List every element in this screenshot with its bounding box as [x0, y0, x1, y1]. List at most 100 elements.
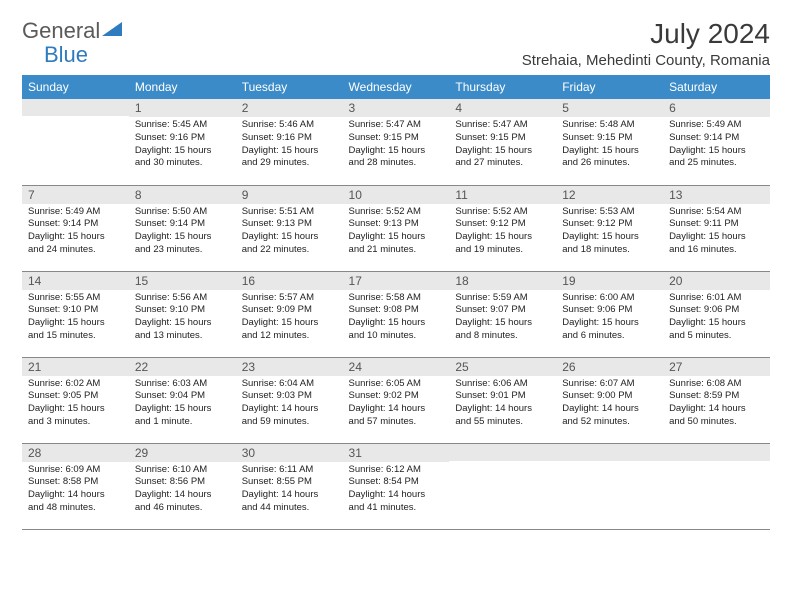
day-number: 3: [343, 99, 450, 117]
weekday-header-row: Sunday Monday Tuesday Wednesday Thursday…: [22, 75, 770, 99]
sunrise-text: Sunrise: 6:11 AM: [242, 464, 337, 477]
day-details: Sunrise: 6:11 AMSunset: 8:55 PMDaylight:…: [236, 462, 343, 519]
day-number: 7: [22, 186, 129, 204]
calendar-day-cell: 19Sunrise: 6:00 AMSunset: 9:06 PMDayligh…: [556, 271, 663, 357]
day-details: Sunrise: 5:52 AMSunset: 9:12 PMDaylight:…: [449, 204, 556, 261]
sunrise-text: Sunrise: 5:52 AM: [455, 206, 550, 219]
daylight-text: Daylight: 15 hours and 30 minutes.: [135, 145, 230, 171]
daylight-text: Daylight: 14 hours and 55 minutes.: [455, 403, 550, 429]
day-details: Sunrise: 5:52 AMSunset: 9:13 PMDaylight:…: [343, 204, 450, 261]
sunrise-text: Sunrise: 5:55 AM: [28, 292, 123, 305]
calendar-day-cell: 2Sunrise: 5:46 AMSunset: 9:16 PMDaylight…: [236, 99, 343, 185]
sunrise-text: Sunrise: 6:10 AM: [135, 464, 230, 477]
calendar-day-cell: 27Sunrise: 6:08 AMSunset: 8:59 PMDayligh…: [663, 357, 770, 443]
day-number: 6: [663, 99, 770, 117]
sunrise-text: Sunrise: 5:45 AM: [135, 119, 230, 132]
daylight-text: Daylight: 15 hours and 8 minutes.: [455, 317, 550, 343]
calendar-day-cell: 22Sunrise: 6:03 AMSunset: 9:04 PMDayligh…: [129, 357, 236, 443]
day-details: Sunrise: 5:47 AMSunset: 9:15 PMDaylight:…: [449, 117, 556, 174]
calendar-day-cell: [22, 99, 129, 185]
day-number: 17: [343, 272, 450, 290]
day-details: Sunrise: 5:51 AMSunset: 9:13 PMDaylight:…: [236, 204, 343, 261]
daylight-text: Daylight: 15 hours and 19 minutes.: [455, 231, 550, 257]
daylight-text: Daylight: 15 hours and 5 minutes.: [669, 317, 764, 343]
day-details: Sunrise: 5:54 AMSunset: 9:11 PMDaylight:…: [663, 204, 770, 261]
calendar-week-row: 7Sunrise: 5:49 AMSunset: 9:14 PMDaylight…: [22, 185, 770, 271]
location-subtitle: Strehaia, Mehedinti County, Romania: [522, 52, 770, 69]
calendar-day-cell: [663, 443, 770, 529]
day-details: Sunrise: 6:04 AMSunset: 9:03 PMDaylight:…: [236, 376, 343, 433]
empty-day: [556, 444, 663, 461]
daylight-text: Daylight: 15 hours and 23 minutes.: [135, 231, 230, 257]
sunset-text: Sunset: 9:05 PM: [28, 390, 123, 403]
sunset-text: Sunset: 9:10 PM: [28, 304, 123, 317]
calendar-day-cell: 30Sunrise: 6:11 AMSunset: 8:55 PMDayligh…: [236, 443, 343, 529]
day-number: 9: [236, 186, 343, 204]
sunset-text: Sunset: 9:16 PM: [135, 132, 230, 145]
daylight-text: Daylight: 15 hours and 22 minutes.: [242, 231, 337, 257]
sunset-text: Sunset: 9:10 PM: [135, 304, 230, 317]
day-details: Sunrise: 6:06 AMSunset: 9:01 PMDaylight:…: [449, 376, 556, 433]
day-number: 16: [236, 272, 343, 290]
daylight-text: Daylight: 15 hours and 21 minutes.: [349, 231, 444, 257]
daylight-text: Daylight: 14 hours and 59 minutes.: [242, 403, 337, 429]
calendar-day-cell: 6Sunrise: 5:49 AMSunset: 9:14 PMDaylight…: [663, 99, 770, 185]
day-number: 28: [22, 444, 129, 462]
calendar-day-cell: 24Sunrise: 6:05 AMSunset: 9:02 PMDayligh…: [343, 357, 450, 443]
calendar-week-row: 28Sunrise: 6:09 AMSunset: 8:58 PMDayligh…: [22, 443, 770, 529]
sunset-text: Sunset: 9:14 PM: [669, 132, 764, 145]
calendar-day-cell: 5Sunrise: 5:48 AMSunset: 9:15 PMDaylight…: [556, 99, 663, 185]
day-number: 25: [449, 358, 556, 376]
sunset-text: Sunset: 9:09 PM: [242, 304, 337, 317]
sunset-text: Sunset: 9:15 PM: [562, 132, 657, 145]
empty-day: [22, 99, 129, 116]
weekday-header: Sunday: [22, 75, 129, 99]
daylight-text: Daylight: 15 hours and 1 minute.: [135, 403, 230, 429]
sunrise-text: Sunrise: 6:05 AM: [349, 378, 444, 391]
sunset-text: Sunset: 9:01 PM: [455, 390, 550, 403]
calendar-day-cell: 1Sunrise: 5:45 AMSunset: 9:16 PMDaylight…: [129, 99, 236, 185]
day-number: 21: [22, 358, 129, 376]
weekday-header: Saturday: [663, 75, 770, 99]
sunrise-text: Sunrise: 6:03 AM: [135, 378, 230, 391]
daylight-text: Daylight: 14 hours and 41 minutes.: [349, 489, 444, 515]
daylight-text: Daylight: 14 hours and 52 minutes.: [562, 403, 657, 429]
sunset-text: Sunset: 9:16 PM: [242, 132, 337, 145]
sunset-text: Sunset: 9:08 PM: [349, 304, 444, 317]
calendar-day-cell: 11Sunrise: 5:52 AMSunset: 9:12 PMDayligh…: [449, 185, 556, 271]
page-header: General July 2024 Strehaia, Mehedinti Co…: [22, 18, 770, 69]
calendar-day-cell: 4Sunrise: 5:47 AMSunset: 9:15 PMDaylight…: [449, 99, 556, 185]
sunset-text: Sunset: 8:54 PM: [349, 476, 444, 489]
sunrise-text: Sunrise: 5:47 AM: [455, 119, 550, 132]
day-details: Sunrise: 6:10 AMSunset: 8:56 PMDaylight:…: [129, 462, 236, 519]
daylight-text: Daylight: 15 hours and 25 minutes.: [669, 145, 764, 171]
daylight-text: Daylight: 15 hours and 27 minutes.: [455, 145, 550, 171]
logo-text-blue: Blue: [44, 42, 88, 68]
calendar-day-cell: 14Sunrise: 5:55 AMSunset: 9:10 PMDayligh…: [22, 271, 129, 357]
sunset-text: Sunset: 8:55 PM: [242, 476, 337, 489]
sunrise-text: Sunrise: 6:00 AM: [562, 292, 657, 305]
sunset-text: Sunset: 9:13 PM: [242, 218, 337, 231]
day-details: Sunrise: 5:49 AMSunset: 9:14 PMDaylight:…: [22, 204, 129, 261]
empty-day: [663, 444, 770, 461]
day-details: Sunrise: 5:47 AMSunset: 9:15 PMDaylight:…: [343, 117, 450, 174]
day-number: 27: [663, 358, 770, 376]
calendar-table: Sunday Monday Tuesday Wednesday Thursday…: [22, 75, 770, 530]
calendar-day-cell: 26Sunrise: 6:07 AMSunset: 9:00 PMDayligh…: [556, 357, 663, 443]
daylight-text: Daylight: 15 hours and 29 minutes.: [242, 145, 337, 171]
sunset-text: Sunset: 9:15 PM: [349, 132, 444, 145]
calendar-day-cell: 23Sunrise: 6:04 AMSunset: 9:03 PMDayligh…: [236, 357, 343, 443]
daylight-text: Daylight: 15 hours and 16 minutes.: [669, 231, 764, 257]
sunrise-text: Sunrise: 5:47 AM: [349, 119, 444, 132]
daylight-text: Daylight: 15 hours and 6 minutes.: [562, 317, 657, 343]
calendar-day-cell: 10Sunrise: 5:52 AMSunset: 9:13 PMDayligh…: [343, 185, 450, 271]
sunrise-text: Sunrise: 5:46 AM: [242, 119, 337, 132]
day-details: Sunrise: 5:56 AMSunset: 9:10 PMDaylight:…: [129, 290, 236, 347]
sunrise-text: Sunrise: 6:12 AM: [349, 464, 444, 477]
daylight-text: Daylight: 15 hours and 15 minutes.: [28, 317, 123, 343]
sunset-text: Sunset: 9:07 PM: [455, 304, 550, 317]
day-number: 15: [129, 272, 236, 290]
day-details: Sunrise: 6:08 AMSunset: 8:59 PMDaylight:…: [663, 376, 770, 433]
calendar-day-cell: 25Sunrise: 6:06 AMSunset: 9:01 PMDayligh…: [449, 357, 556, 443]
day-details: Sunrise: 5:48 AMSunset: 9:15 PMDaylight:…: [556, 117, 663, 174]
